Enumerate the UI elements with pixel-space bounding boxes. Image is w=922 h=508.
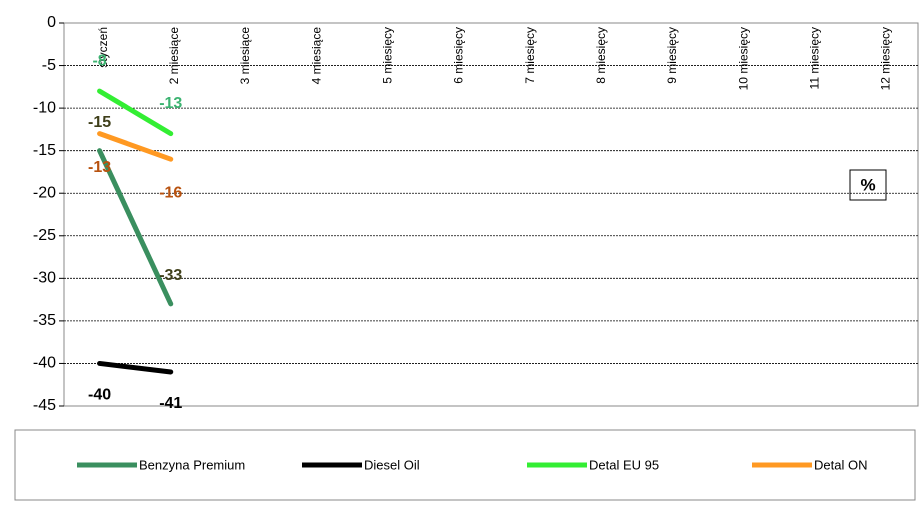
- x-tick-label: 6 miesięcy: [452, 27, 466, 84]
- plot-area: [63, 22, 919, 407]
- y-tick-label: -5: [42, 57, 56, 74]
- x-tick-label: 3 miesiące: [238, 27, 252, 85]
- legend-label: Detal ON: [814, 457, 867, 472]
- data-label: -13: [159, 95, 182, 112]
- y-tick-label: 0: [47, 14, 56, 31]
- series-line: [97, 148, 174, 307]
- data-label: -8: [92, 52, 106, 69]
- data-label: -33: [159, 267, 182, 284]
- y-tick-label: -30: [33, 270, 56, 287]
- legend-label: Benzyna Premium: [139, 457, 245, 472]
- series-line: [97, 131, 174, 162]
- x-tick-label: 11 miesięcy: [807, 27, 821, 89]
- legend-label: Detal EU 95: [589, 457, 659, 472]
- legend-label: Diesel Oil: [364, 457, 420, 472]
- y-tick-label: -40: [33, 355, 56, 372]
- y-tick-label: -10: [33, 99, 56, 116]
- data-label: -13: [88, 159, 111, 176]
- unit-label: %: [860, 175, 875, 194]
- x-tick-label: 2 miesiące: [167, 27, 181, 85]
- series-line: [97, 360, 174, 375]
- data-label: -40: [88, 387, 111, 404]
- x-tick-label: 10 miesięcy: [736, 27, 750, 90]
- x-tick-label: 4 miesiące: [309, 27, 323, 85]
- x-tick-label: 9 miesięcy: [665, 27, 679, 84]
- y-tick-label: -20: [33, 184, 56, 201]
- data-label: -15: [88, 114, 111, 131]
- x-tick-label: 5 miesięcy: [380, 27, 394, 84]
- x-tick-label: 7 miesięcy: [523, 27, 537, 84]
- y-tick-label: -25: [33, 227, 56, 244]
- data-label: -41: [159, 395, 182, 412]
- y-tick-label: -15: [33, 142, 56, 159]
- x-tick-label: styczeń: [96, 27, 110, 68]
- unit-box: [849, 169, 887, 201]
- x-tick-label: 12 miesięcy: [879, 27, 893, 90]
- x-tick-label: 8 miesięcy: [594, 27, 608, 84]
- y-tick-label: -35: [33, 312, 56, 329]
- data-label: -16: [159, 184, 182, 201]
- y-tick-label: -45: [33, 397, 56, 414]
- series-line: [97, 88, 174, 137]
